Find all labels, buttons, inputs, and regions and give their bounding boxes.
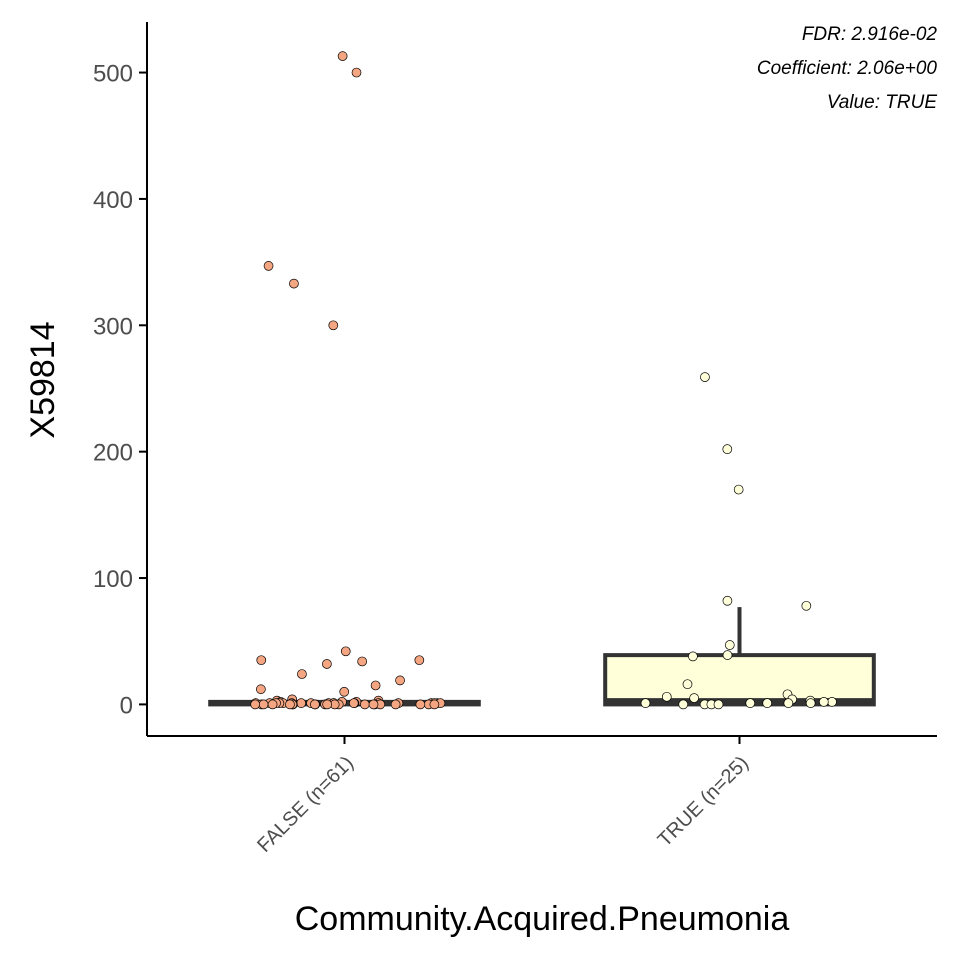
data-point — [285, 699, 295, 710]
data-point — [713, 699, 724, 710]
data-point — [310, 699, 320, 710]
data-point — [395, 675, 405, 686]
data-point — [370, 680, 381, 691]
data-point — [296, 698, 307, 708]
annotation-value: Value: TRUE — [827, 92, 937, 113]
x-tick-label: FALSE (n=61) — [253, 752, 358, 857]
box-body — [603, 653, 876, 707]
data-point — [678, 699, 689, 710]
data-point — [414, 655, 425, 666]
data-point — [682, 679, 693, 690]
y-tick-label: 0 — [120, 692, 133, 719]
data-point — [827, 697, 837, 707]
data-point — [258, 699, 269, 710]
data-point — [762, 698, 773, 708]
y-axis-title: X59814 — [24, 321, 62, 438]
x-axis-title: Community.Acquired.Pneumonia — [295, 900, 790, 938]
data-point — [733, 484, 744, 495]
data-point — [390, 699, 401, 710]
data-point — [256, 655, 267, 666]
data-point — [722, 444, 733, 454]
data-point — [688, 651, 698, 662]
data-point — [801, 600, 812, 611]
annotation-fdr: FDR: 2.916e-02 — [802, 24, 938, 45]
plot-area — [208, 51, 876, 710]
data-point — [818, 697, 829, 707]
y-tick-label: 200 — [93, 440, 133, 467]
data-point — [429, 699, 440, 710]
x-tick-label: TRUE (n=25) — [654, 752, 753, 851]
y-tick-label: 100 — [93, 566, 133, 593]
data-point — [689, 693, 699, 703]
data-point — [250, 699, 261, 710]
data-point — [415, 699, 426, 710]
data-point — [722, 595, 733, 606]
data-point — [359, 699, 370, 710]
data-point — [724, 640, 735, 650]
data-point — [322, 659, 332, 669]
data-point — [351, 67, 362, 78]
data-point — [328, 320, 339, 331]
data-point — [263, 261, 274, 271]
data-point — [661, 691, 672, 702]
data-point — [340, 646, 351, 657]
data-point — [337, 51, 348, 61]
data-point — [256, 684, 266, 695]
data-point — [322, 699, 333, 710]
axes: 0 100 200 300 400 500 FALSE (n=61) TRUE (n=25) — [93, 22, 937, 857]
data-point — [700, 372, 710, 382]
data-point — [267, 699, 278, 710]
data-point — [368, 699, 379, 710]
y-tick-label: 400 — [93, 187, 133, 214]
data-point — [289, 278, 299, 289]
data-point — [339, 686, 350, 697]
y-tick-label: 500 — [93, 61, 133, 88]
data-point — [805, 698, 816, 708]
data-point — [297, 669, 307, 679]
stats-annotations: FDR: 2.916e-02 Coefficient: 2.06e+00 Val… — [757, 24, 938, 113]
data-point — [357, 656, 368, 667]
annotation-coefficient: Coefficient: 2.06e+00 — [757, 58, 938, 79]
data-point — [722, 650, 733, 660]
data-point — [745, 698, 756, 708]
y-tick-label: 300 — [93, 313, 133, 340]
data-point — [348, 698, 359, 708]
data-point — [640, 698, 651, 708]
data-point — [783, 698, 794, 708]
